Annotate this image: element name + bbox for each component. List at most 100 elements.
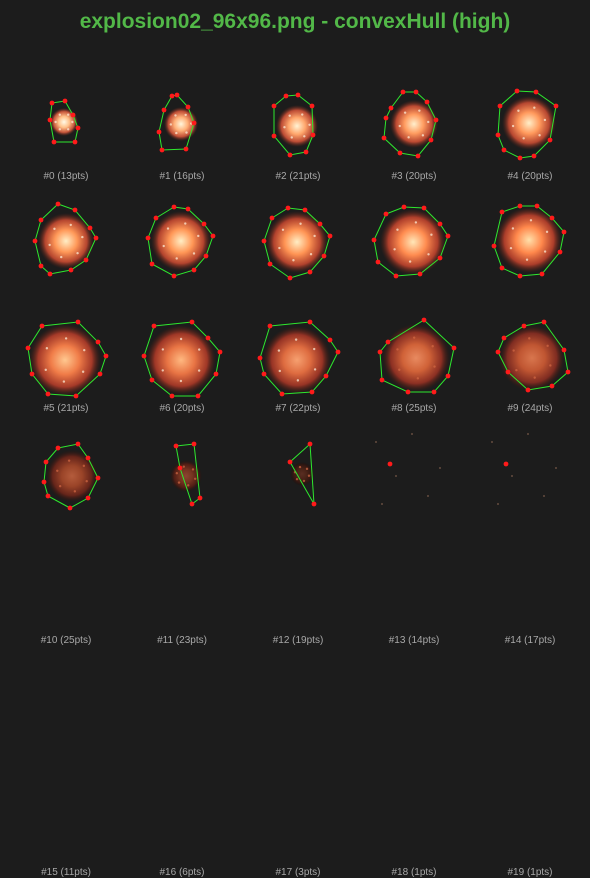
hull-point: [149, 261, 155, 267]
hull-point: [383, 211, 389, 217]
ember-speck: [403, 111, 407, 114]
ember-speck: [197, 369, 201, 372]
hull-point: [191, 120, 197, 126]
ember-speck: [161, 348, 165, 351]
hull-point: [149, 377, 155, 383]
frame-caption: #4 (20pts): [507, 171, 553, 182]
hull-point: [561, 229, 567, 235]
ember-speck: [81, 370, 85, 373]
hull-point: [159, 147, 165, 153]
ember-speck: [54, 120, 57, 124]
hull-point: [197, 495, 203, 501]
hull-point: [323, 373, 329, 379]
hull-point: [433, 117, 439, 123]
ember-speck: [549, 364, 552, 367]
ember-speck: [307, 474, 311, 477]
hull-point: [38, 217, 44, 223]
frame-cell: #8 (25pts): [356, 116, 472, 414]
frame-cell: #6 (20pts): [124, 116, 240, 414]
hull-point: [45, 493, 51, 499]
hull-point: [73, 393, 79, 399]
hull-point: [303, 149, 309, 155]
ember-speck: [395, 475, 397, 477]
ember-speck: [71, 120, 74, 124]
hull-point: [141, 353, 147, 359]
ember-speck: [491, 441, 493, 443]
hull-point: [47, 117, 53, 123]
ember-speck: [302, 479, 306, 483]
hull-point: [151, 323, 157, 329]
ember-speck: [393, 248, 396, 251]
ember-speck: [303, 135, 306, 138]
hull-point: [85, 455, 91, 461]
hull-point: [283, 93, 289, 99]
ember-speck: [179, 337, 183, 341]
hull-point: [75, 319, 81, 325]
ember-speck: [439, 467, 441, 469]
explosion-sprite: [276, 105, 318, 147]
hull-point: [87, 225, 93, 231]
hull-point: [213, 371, 219, 377]
ember-speck: [185, 131, 188, 134]
page: explosion02_96x96.png - convexHull (high…: [8, 0, 571, 878]
hull-point: [431, 389, 437, 395]
ember-speck: [58, 484, 62, 488]
frame-caption: #2 (21pts): [275, 171, 321, 182]
ember-speck: [290, 136, 293, 139]
hull-point: [153, 215, 159, 221]
hull-point: [428, 137, 434, 143]
ember-speck: [53, 227, 56, 231]
ember-speck: [44, 368, 47, 372]
hull-point: [557, 249, 563, 255]
ember-speck: [296, 379, 300, 382]
hull-point: [145, 235, 151, 241]
frame-grid: #0 (13pts) #1 (16pts) #2 (21pts) #3 (20pts)…: [8, 0, 571, 878]
hull-point: [191, 267, 197, 273]
explosion-sprite: [266, 211, 328, 273]
ember-speck: [313, 347, 316, 351]
ember-speck: [308, 123, 311, 127]
hull-point: [285, 205, 291, 211]
hull-point: [413, 89, 419, 95]
hull-point: [201, 221, 207, 227]
hull-point: [307, 441, 313, 447]
hull-point: [317, 221, 323, 227]
convex-hull-outline: [497, 321, 569, 391]
hull-point: [491, 243, 497, 249]
hull-point: [183, 146, 189, 152]
ember-speck: [543, 250, 547, 253]
frame-cell: #0 (13pts): [8, 0, 124, 182]
frame-caption: #19 (1pts): [507, 867, 553, 878]
hull-point: [495, 132, 501, 138]
ember-speck: [294, 338, 298, 341]
hull-point: [553, 103, 559, 109]
ember-speck: [58, 113, 61, 116]
ember-speck: [522, 137, 525, 140]
ember-speck: [427, 495, 429, 497]
convex-hull-outline: [259, 321, 339, 395]
ember-speck: [527, 433, 529, 435]
ember-speck: [398, 368, 401, 371]
frame-caption: #5 (21pts): [43, 403, 89, 414]
ember-speck: [278, 369, 281, 373]
frame-caption: #13 (14pts): [388, 635, 440, 646]
hull-point: [327, 337, 333, 343]
frame-cell: #18 (1pts): [356, 348, 472, 878]
hull-point: [287, 459, 293, 465]
ember-speck: [281, 228, 285, 231]
ember-speck: [430, 233, 433, 236]
frame-caption: #6 (20pts): [159, 403, 205, 414]
ember-speck: [414, 221, 418, 224]
hull-point: [287, 152, 293, 158]
hull-point: [547, 137, 553, 143]
hull-point: [405, 389, 411, 395]
ember-speck: [162, 244, 165, 248]
ember-speck: [187, 484, 190, 487]
hull-point: [385, 339, 391, 345]
ember-speck: [431, 345, 434, 348]
hull-point: [499, 265, 505, 271]
hull-point: [195, 393, 201, 399]
hull-point: [287, 275, 293, 281]
frame-cell: #17 (3pts): [240, 348, 356, 878]
ember-speck: [543, 495, 545, 497]
